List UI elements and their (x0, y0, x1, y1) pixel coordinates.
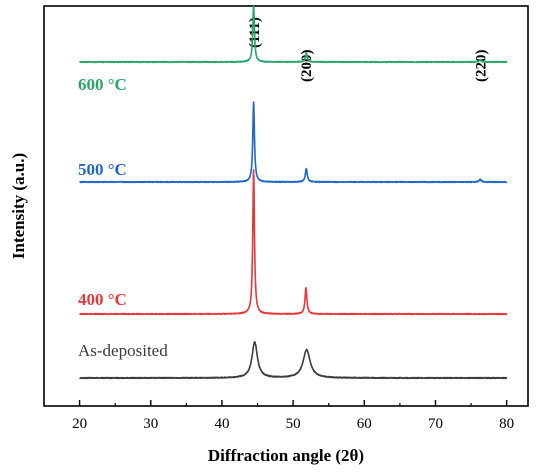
x-tick-label: 60 (357, 416, 372, 432)
x-tick-label: 80 (499, 416, 514, 432)
x-tick-label: 30 (143, 416, 158, 432)
series-label: 600 °C (78, 75, 127, 94)
x-tick-label: 20 (72, 416, 87, 432)
series-line (79, 101, 508, 184)
peak-label: (220) (473, 50, 489, 83)
series-line (79, 168, 508, 316)
x-tick-label: 40 (214, 416, 229, 432)
x-axis-ticks: 20 30 40 50 60 70 80 (72, 400, 514, 432)
x-tick-label: 50 (286, 416, 301, 432)
plot-frame (43, 5, 529, 407)
series-line (78, 5, 508, 64)
series-label: 400 °C (78, 290, 127, 309)
series-label: As-deposited (78, 341, 168, 360)
x-tick-label: 70 (428, 416, 443, 432)
peak-label: (200) (299, 50, 315, 83)
series-group: As-deposited 400 °C 500 °C 600 °C (78, 5, 508, 380)
y-axis-title: Intensity (a.u.) (9, 153, 28, 259)
x-axis-title: Diffraction angle (2θ) (208, 446, 364, 465)
series-line (79, 341, 508, 380)
series-label: 500 °C (78, 160, 127, 179)
peak-labels: (111)(200) (220) (247, 17, 489, 82)
